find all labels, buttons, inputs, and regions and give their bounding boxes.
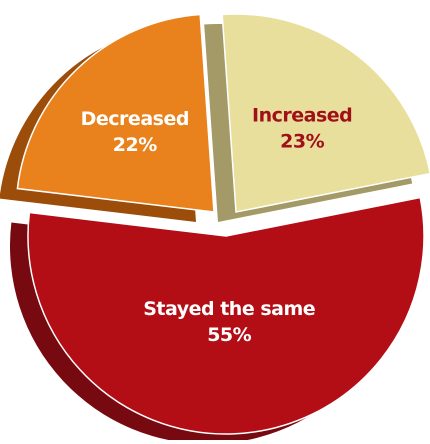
slice-value-stayed-the-same: 55% [207,324,251,346]
slice-label-decreased: Decreased [81,108,189,130]
slice-value-increased: 23% [280,130,324,152]
slice-stayed-the-same [27,196,425,435]
slice-labels: Increased 23% Stayed the same 55% Decreased 2… [81,104,353,346]
slice-value-decreased: 22% [113,134,157,156]
slice-label-increased: Increased [252,104,352,126]
slice-label-stayed-the-same: Stayed the same [143,298,315,320]
slice-decreased [16,13,215,213]
slice-tops [16,13,430,435]
slice-increased [221,13,430,213]
